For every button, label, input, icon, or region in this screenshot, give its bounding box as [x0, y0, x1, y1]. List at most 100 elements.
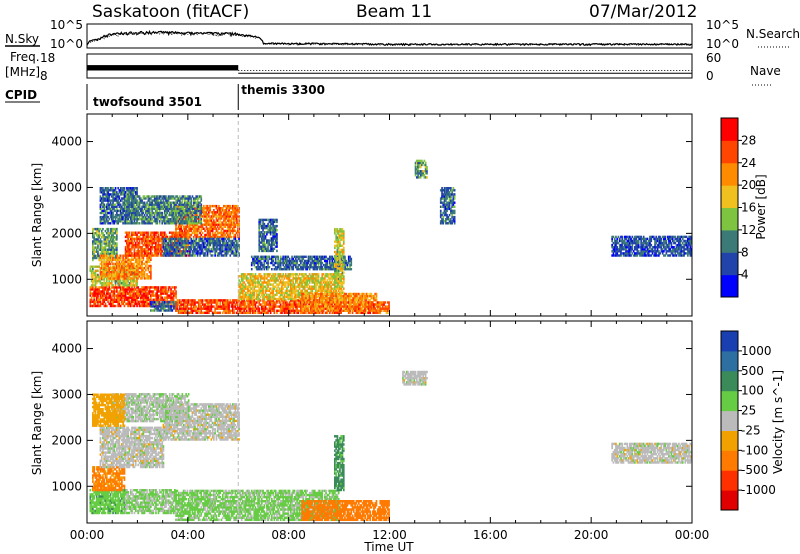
power-cells-cell [128, 266, 131, 270]
power-cells-cell [112, 232, 114, 235]
power-cells-cell [145, 268, 147, 272]
power-cells-cell [100, 222, 103, 225]
power-cells-cell [124, 199, 127, 202]
power-cells-cell [142, 220, 145, 223]
power-cells-cell [99, 280, 102, 283]
power-cells-cell [231, 211, 234, 214]
power-cells-cell [129, 254, 132, 257]
power-cells-cell [163, 252, 166, 255]
power-cells-cell [200, 213, 203, 216]
power-cells-cell [196, 250, 199, 253]
power-cells-cell [103, 199, 106, 202]
power-cells-cell [200, 248, 203, 251]
power-cells-cell [136, 189, 138, 192]
power-cells-cell [194, 229, 196, 233]
power-cells-cell [171, 218, 174, 221]
power-cells-cell [123, 282, 126, 285]
power-cells-cell [234, 254, 237, 257]
power-cells-cell [126, 260, 128, 264]
power-cells-cell [248, 303, 250, 306]
power-cells-cell [197, 305, 200, 308]
power-cells-cell [240, 279, 243, 282]
power-cells-cell [118, 213, 121, 217]
power-cells-cell [99, 266, 102, 270]
power-cells-cell [110, 205, 113, 208]
power-cells-cell [109, 252, 112, 255]
power-cells-cell [139, 271, 142, 274]
power-cells-cell [103, 234, 106, 237]
power-cells-cell [185, 209, 187, 213]
power-cells-cell [118, 266, 121, 270]
power-cells-cell [132, 258, 135, 261]
power-cells-cell [136, 254, 138, 257]
power-cells-cell [147, 296, 150, 299]
power-cells-cell [132, 288, 135, 291]
power-cells-cell [205, 246, 208, 249]
power-cells-cell [177, 301, 180, 304]
power-cells-cell [166, 294, 169, 297]
power-cells-cell [119, 290, 122, 293]
power-cells-cell [98, 265, 100, 268]
power-cells-cell [219, 211, 221, 214]
power-cells-cell [129, 258, 132, 261]
power-cells-cell [201, 235, 204, 239]
power-cells-cell [102, 201, 104, 204]
power-cells-cell [284, 305, 287, 308]
power-cells-cell [138, 264, 141, 268]
power-cells-cell [98, 304, 100, 308]
power-cells-cell [174, 235, 176, 239]
power-cells-cell [295, 307, 297, 310]
power-cells-cell [114, 258, 117, 261]
power-cells-cell [224, 223, 227, 226]
power-cells-cell [141, 209, 143, 213]
power-cells-cell [208, 223, 210, 226]
power-cells-cell [124, 197, 127, 200]
power-cells-cell [205, 239, 208, 243]
power-cells-cell [165, 292, 167, 295]
power-cells-cell [226, 301, 229, 304]
power-cells-cell [126, 271, 128, 275]
power-cells-cell [93, 284, 95, 287]
power-cells-cell [297, 299, 300, 302]
power-cells-cell [239, 311, 242, 314]
power-cells-cell [100, 203, 103, 206]
power-cells-cell [143, 288, 146, 291]
power-cells-cell [124, 268, 127, 272]
power-cells-cell [119, 275, 122, 279]
power-cells-cell [300, 303, 302, 306]
power-cells-cell [157, 302, 160, 306]
power-cells-cell [191, 299, 194, 302]
power-cells-cell [148, 211, 151, 215]
power-cells-cell [209, 209, 211, 212]
power-cells-cell [248, 281, 250, 284]
power-cells-cell [225, 252, 228, 255]
power-cells-cell [122, 267, 124, 270]
power-cells-cell [255, 307, 258, 310]
power-cells-cell [182, 309, 185, 312]
power-cells-cell [127, 193, 129, 196]
power-cells-cell [172, 307, 175, 310]
power-cells-cell [139, 250, 142, 253]
power-cells-cell [124, 207, 127, 211]
power-cells-cell [224, 213, 227, 216]
power-cells-cell [143, 205, 146, 208]
date-label: 07/Mar/2012 [589, 2, 697, 22]
power-cells-cell [145, 250, 147, 253]
power-cells-cell [107, 296, 109, 299]
power-cells-cell [108, 254, 111, 258]
power-cells-cell [108, 302, 111, 306]
power-cells-cell [244, 285, 247, 288]
power-cells-cell [211, 237, 214, 241]
power-cells-cell [137, 277, 140, 280]
power-cells-cell [146, 207, 148, 211]
power-cells-cell [273, 303, 276, 306]
power-cells-cell [224, 309, 227, 312]
power-cells-cell [250, 307, 253, 310]
power-cells-cell [196, 254, 199, 257]
power-cells-cell [233, 204, 235, 208]
power-cells-cell [113, 292, 116, 295]
power-cells-cell [121, 213, 123, 217]
power-cells-cell [211, 227, 214, 230]
power-cells-cell [108, 292, 111, 295]
power-cells-cell [172, 213, 175, 217]
